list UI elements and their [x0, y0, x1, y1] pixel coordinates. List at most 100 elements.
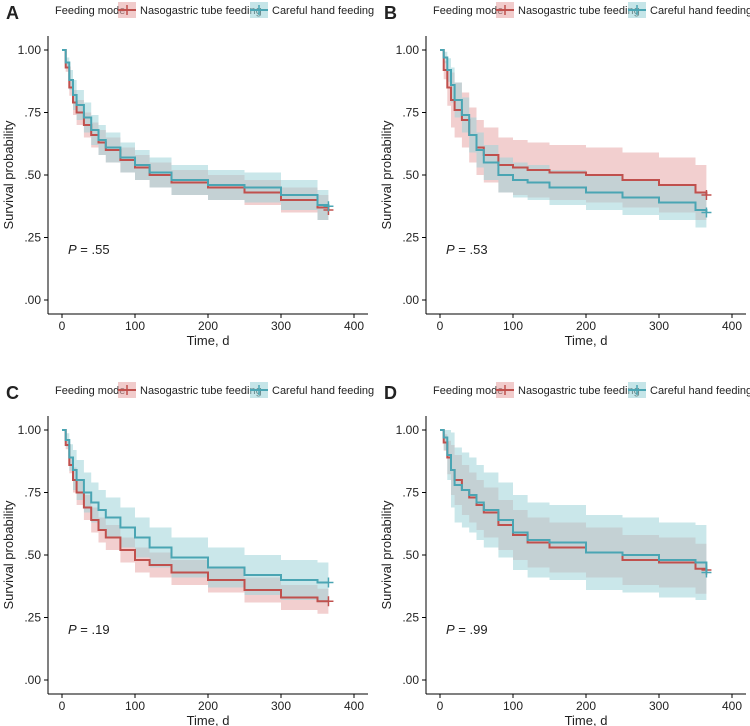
x-tick-label: 200	[576, 319, 596, 333]
ci-band-hf	[62, 50, 329, 222]
y-tick-label: .50	[402, 168, 419, 182]
x-tick-label: 0	[437, 319, 444, 333]
y-tick-label: .75	[402, 106, 419, 120]
survival-curve-hf	[62, 49, 330, 207]
x-tick-label: 400	[344, 319, 364, 333]
legend-label-ng: Nasogastric tube feeding	[140, 385, 262, 397]
p-value-text: = .99	[455, 622, 488, 637]
legend-label-ng: Nasogastric tube feeding	[140, 5, 262, 17]
legend-item-ng: Nasogastric tube feeding	[496, 382, 640, 398]
x-tick-label: 100	[503, 699, 523, 713]
survival-curve-hf	[62, 429, 329, 584]
p-value-annotation: P = .53	[446, 242, 488, 257]
x-tick-label: 400	[344, 699, 364, 713]
panel-label: D	[384, 383, 397, 403]
p-value-italic: P	[446, 242, 455, 257]
survival-curve-hf	[440, 49, 708, 213]
y-tick-label: .75	[24, 106, 41, 120]
ci-band-hf	[440, 50, 707, 230]
legend-item-ng: Nasogastric tube feeding	[118, 382, 262, 398]
p-value-italic: P	[446, 622, 455, 637]
legend-label-ng: Nasogastric tube feeding	[518, 385, 640, 397]
y-tick-label: 1.00	[396, 423, 420, 437]
x-tick-label: 400	[722, 319, 742, 333]
legend: Feeding mode Nasogastric tube feeding Care…	[433, 2, 750, 18]
legend: Feeding mode Nasogastric tube feeding Care…	[55, 2, 374, 18]
legend-label-hf: Careful hand feeding	[650, 5, 750, 17]
x-tick-label: 300	[271, 319, 291, 333]
x-axis-title: Time, d	[565, 333, 608, 348]
legend: Feeding mode Nasogastric tube feeding Care…	[433, 382, 750, 398]
panel-c: C Feeding mode Nasogastric tube feeding Car…	[1, 382, 374, 726]
legend-item-hf: Careful hand feeding	[250, 382, 374, 398]
p-value-annotation: P = .55	[68, 242, 110, 257]
y-tick-label: .50	[24, 168, 41, 182]
y-tick-label: .00	[24, 673, 41, 687]
legend-item-ng: Nasogastric tube feeding	[496, 2, 640, 18]
panel-d: D Feeding mode Nasogastric tube feeding Car…	[379, 382, 750, 726]
legend-item-ng: Nasogastric tube feeding	[118, 2, 262, 18]
y-axis-title: Survival probability	[379, 120, 394, 230]
ci-band-hf	[440, 430, 707, 610]
legend-label-hf: Careful hand feeding	[650, 385, 750, 397]
legend-item-hf: Careful hand feeding	[628, 382, 750, 398]
x-tick-label: 300	[649, 319, 669, 333]
p-value-italic: P	[68, 242, 77, 257]
y-tick-label: .00	[402, 293, 419, 307]
panel-b: B Feeding mode Nasogastric tube feeding Car…	[379, 2, 750, 348]
y-tick-label: .75	[24, 486, 41, 500]
x-tick-label: 200	[198, 319, 218, 333]
y-axis-title: Survival probability	[1, 500, 16, 610]
y-tick-label: .25	[24, 611, 41, 625]
y-tick-label: 1.00	[18, 423, 42, 437]
panel-label: B	[384, 3, 397, 23]
p-value-text: = .53	[455, 242, 488, 257]
legend-item-hf: Careful hand feeding	[250, 2, 374, 18]
x-tick-label: 100	[503, 319, 523, 333]
x-tick-label: 300	[271, 699, 291, 713]
y-tick-label: .00	[24, 293, 41, 307]
y-axis-title: Survival probability	[379, 500, 394, 610]
legend-title: Feeding mode	[55, 5, 125, 17]
x-tick-label: 300	[649, 699, 669, 713]
x-axis-title: Time, d	[187, 713, 230, 726]
p-value-text: = .55	[77, 242, 110, 257]
legend-label-hf: Careful hand feeding	[272, 5, 374, 17]
p-value-text: = .19	[77, 622, 110, 637]
panel-a: A Feeding mode Nasogastric tube feeding Car…	[1, 2, 374, 348]
legend-item-hf: Careful hand feeding	[628, 2, 750, 18]
ci-band-hf	[62, 430, 329, 603]
y-tick-label: .75	[402, 486, 419, 500]
panel-label: A	[6, 3, 19, 23]
y-tick-label: .25	[402, 611, 419, 625]
y-tick-label: .50	[24, 548, 41, 562]
legend-title: Feeding mode	[55, 385, 125, 397]
p-value-italic: P	[68, 622, 77, 637]
survival-curve-ng	[440, 49, 708, 195]
x-tick-label: 400	[722, 699, 742, 713]
survival-curve-ng	[62, 429, 329, 603]
legend-title: Feeding mode	[433, 385, 503, 397]
y-tick-label: 1.00	[396, 43, 420, 57]
x-tick-label: 100	[125, 699, 145, 713]
p-value-annotation: P = .19	[68, 622, 110, 637]
x-tick-label: 200	[576, 699, 596, 713]
x-tick-label: 0	[437, 699, 444, 713]
y-tick-label: .25	[402, 231, 419, 245]
y-tick-label: .25	[24, 231, 41, 245]
x-axis-title: Time, d	[187, 333, 230, 348]
y-tick-label: 1.00	[18, 43, 42, 57]
x-axis-title: Time, d	[565, 713, 608, 726]
y-tick-label: .00	[402, 673, 419, 687]
legend-label-hf: Careful hand feeding	[272, 385, 374, 397]
x-tick-label: 0	[59, 319, 66, 333]
panel-label: C	[6, 383, 19, 403]
legend-title: Feeding mode	[433, 5, 503, 17]
y-axis-title: Survival probability	[1, 120, 16, 230]
legend-label-ng: Nasogastric tube feeding	[518, 5, 640, 17]
x-tick-label: 0	[59, 699, 66, 713]
x-tick-label: 200	[198, 699, 218, 713]
p-value-annotation: P = .99	[446, 622, 488, 637]
x-tick-label: 100	[125, 319, 145, 333]
